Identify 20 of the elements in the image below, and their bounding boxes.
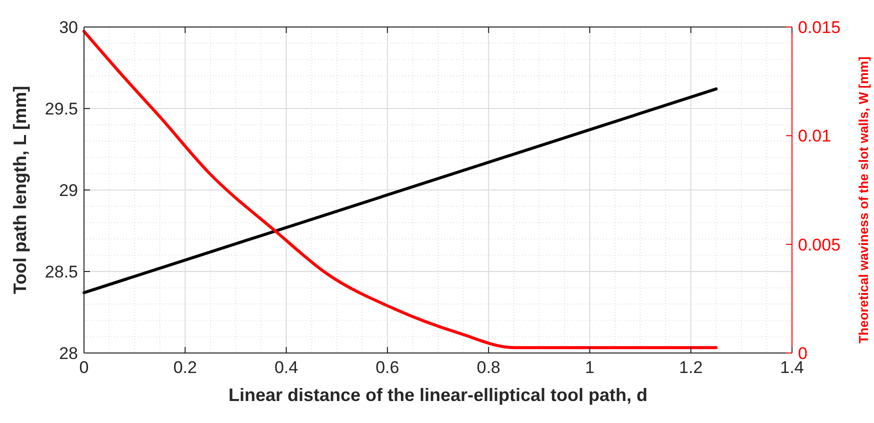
- x-tick-label: 0.6: [376, 358, 400, 377]
- x-tick-label: 1.2: [679, 358, 703, 377]
- x-tick-label: 1.4: [780, 358, 804, 377]
- y2-tick-label: 0.01: [798, 126, 832, 146]
- y-tick-label: 29.5: [44, 100, 78, 118]
- y-tick-label: 29: [59, 181, 78, 200]
- y2-axis-title: Theoretical waviness of the slot walls, W [mm]: [856, 56, 871, 344]
- x-tick-label: 0.2: [173, 358, 197, 377]
- x-axis-title: Linear distance of the linear-elliptical tool path, d: [228, 385, 648, 405]
- x-tick-label: 0.4: [274, 358, 298, 377]
- y2-tick-label: 0.015: [798, 18, 841, 37]
- y-axis-title: Tool path length, L [mm]: [10, 86, 30, 294]
- y2-tick-label: 0.005: [798, 235, 841, 254]
- y-tick-label: 28.5: [44, 262, 78, 282]
- y-tick-label: 30: [59, 18, 78, 37]
- x-tick-label: 0: [79, 358, 89, 377]
- line-series: [82, 30, 718, 350]
- y-tick-label: 28: [59, 344, 78, 363]
- x-tick-label: 1: [584, 358, 594, 377]
- x-tick-label: 0.8: [476, 358, 500, 377]
